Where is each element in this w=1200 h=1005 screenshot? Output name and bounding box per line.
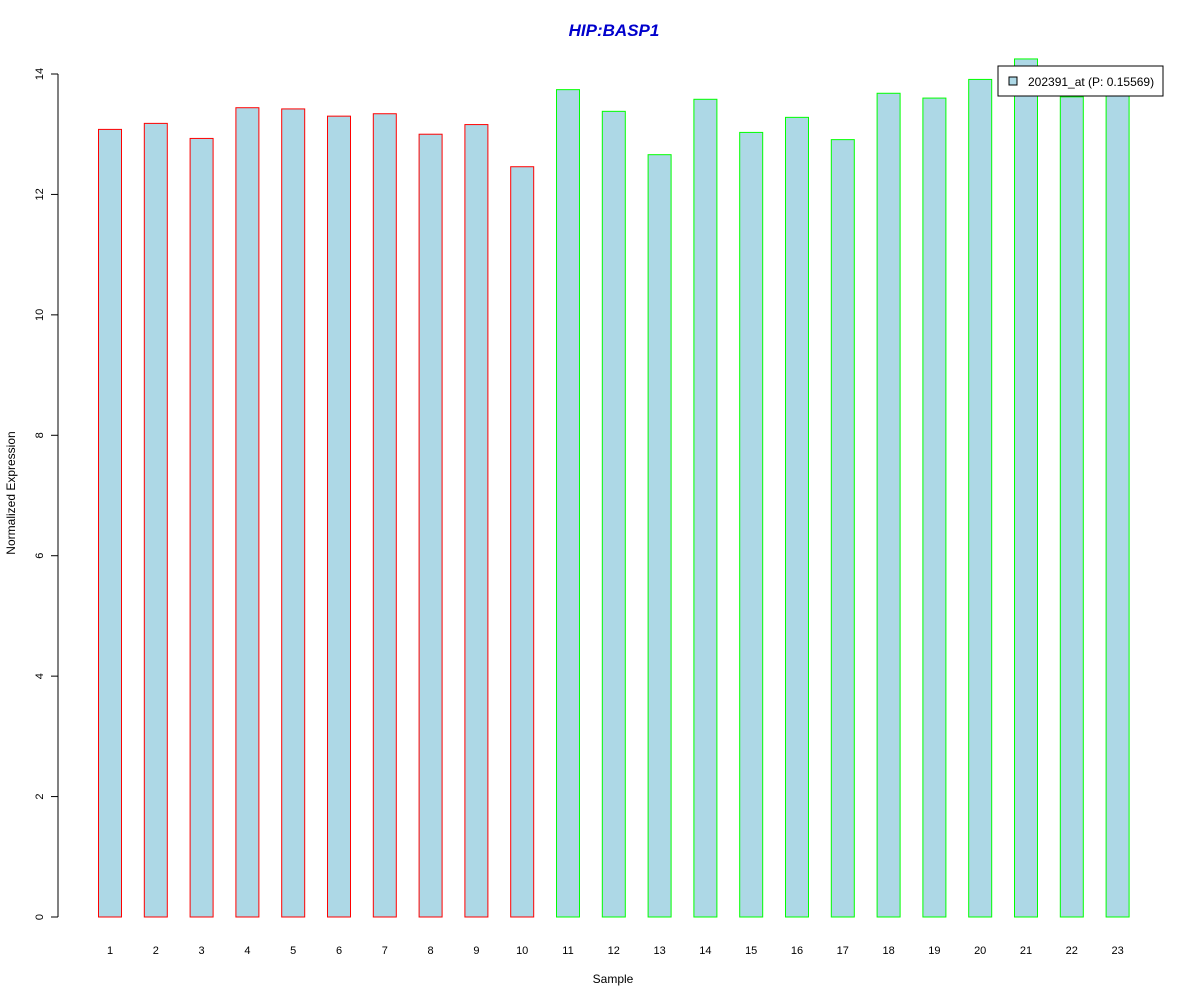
y-tick-label: 6 bbox=[34, 553, 46, 559]
x-tick-label: 8 bbox=[428, 945, 434, 957]
bar-sample-14 bbox=[693, 98, 718, 918]
chart-title: HIP:BASP1 bbox=[569, 21, 660, 40]
bar-sample-4 bbox=[235, 107, 260, 918]
x-tick-label: 20 bbox=[974, 945, 986, 957]
x-tick-label: 13 bbox=[653, 945, 665, 957]
bars-group bbox=[98, 58, 1130, 918]
bar-sample-15 bbox=[739, 131, 764, 918]
bar-sample-8 bbox=[418, 133, 443, 918]
bar-sample-12 bbox=[601, 110, 626, 918]
bar-sample-17 bbox=[830, 139, 855, 918]
bar-sample-10 bbox=[510, 166, 535, 918]
y-tick-label: 0 bbox=[34, 914, 46, 920]
y-tick-label: 12 bbox=[34, 188, 46, 200]
bar-sample-21 bbox=[1014, 58, 1038, 918]
bar-sample-11 bbox=[556, 89, 580, 918]
x-tick-label: 19 bbox=[928, 945, 940, 957]
bar-sample-13 bbox=[647, 154, 672, 918]
bar-sample-19 bbox=[922, 97, 947, 918]
bar-sample-9 bbox=[464, 124, 489, 918]
bar-sample-18 bbox=[876, 92, 901, 918]
x-tick-label: 6 bbox=[336, 945, 342, 957]
bar-sample-2 bbox=[143, 122, 168, 918]
y-tick-label: 8 bbox=[34, 432, 46, 438]
bar-sample-16 bbox=[785, 116, 809, 918]
x-tick-label: 15 bbox=[745, 945, 757, 957]
x-axis-label: Sample bbox=[593, 972, 634, 986]
x-tick-label: 16 bbox=[791, 945, 803, 957]
y-tick-label: 2 bbox=[34, 794, 46, 800]
x-tick-label: 17 bbox=[837, 945, 849, 957]
x-tick-label: 3 bbox=[199, 945, 205, 957]
bar-sample-1 bbox=[98, 128, 122, 918]
y-tick-label: 10 bbox=[34, 309, 46, 321]
x-tick-label: 10 bbox=[516, 945, 528, 957]
bar-sample-23 bbox=[1105, 91, 1130, 918]
x-tick-label: 18 bbox=[882, 945, 894, 957]
legend: 202391_at (P: 0.15569) bbox=[997, 65, 1164, 97]
bar-sample-20 bbox=[968, 78, 993, 918]
x-tick-label: 7 bbox=[382, 945, 388, 957]
bar-sample-7 bbox=[372, 113, 397, 918]
x-tick-label: 11 bbox=[562, 945, 573, 957]
x-tick-label: 1 bbox=[107, 945, 113, 957]
y-tick-label: 14 bbox=[34, 68, 46, 80]
x-tick-label: 9 bbox=[473, 945, 479, 957]
bar-sample-22 bbox=[1059, 96, 1084, 918]
x-tick-label: 22 bbox=[1066, 945, 1078, 957]
bar-sample-6 bbox=[327, 115, 351, 918]
x-tick-label: 14 bbox=[699, 945, 711, 957]
x-tick-label: 4 bbox=[244, 945, 250, 957]
legend-swatch bbox=[1008, 76, 1018, 86]
x-tick-label: 23 bbox=[1111, 945, 1123, 957]
bar-sample-5 bbox=[281, 108, 306, 918]
x-tick-labels: 1 2 3 4 5 6 7 8 9 10 11 12 13 14 15 16 17 18 19 20 21 22 23 bbox=[107, 945, 1124, 957]
y-tick-label: 4 bbox=[34, 673, 46, 679]
x-tick-label: 12 bbox=[608, 945, 620, 957]
legend-label: 202391_at (P: 0.15569) bbox=[1028, 75, 1154, 89]
legend-box bbox=[997, 65, 1164, 97]
x-tick-label: 5 bbox=[290, 945, 296, 957]
bar-sample-3 bbox=[189, 137, 214, 918]
y-axis-label: Normalized Expression bbox=[4, 431, 18, 554]
x-tick-label: 21 bbox=[1020, 945, 1032, 957]
x-tick-label: 2 bbox=[153, 945, 159, 957]
y-axis: 0 2 4 6 8 10 12 14 bbox=[34, 68, 59, 920]
